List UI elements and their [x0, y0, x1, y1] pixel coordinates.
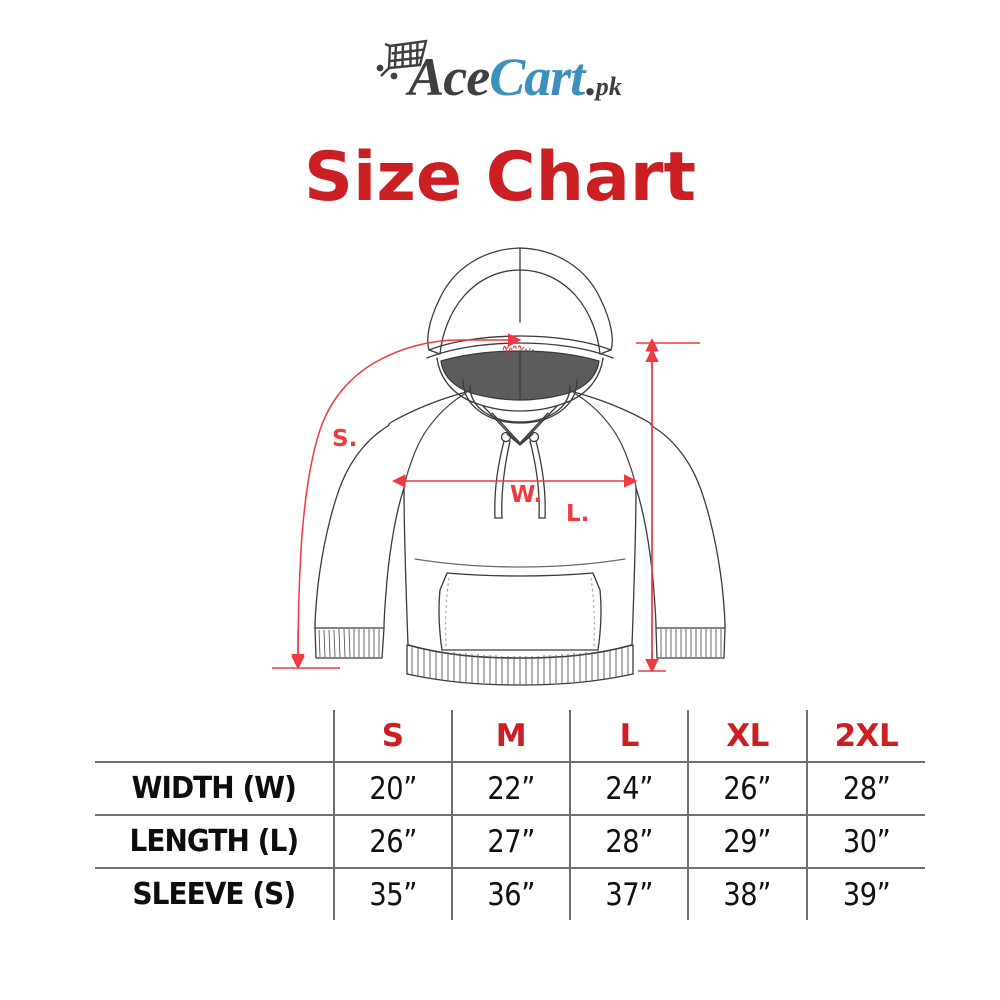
- cell-sleeve-s: 35”: [340, 868, 446, 920]
- cell-width-xl: 26”: [695, 762, 801, 816]
- table-row: SLEEVE (S) 35” 36” 37” 38” 39”: [95, 868, 925, 920]
- cell-length-m: 27”: [458, 815, 564, 869]
- cell-length-s: 26”: [340, 815, 446, 869]
- size-table-head: S M L XL 2XL: [95, 710, 925, 763]
- shoulder-right-top: [569, 390, 653, 427]
- drawstring-left-b: [501, 440, 511, 519]
- raglan-seam-left: [403, 392, 467, 489]
- placket-v: [482, 405, 558, 446]
- sleeve-right-outer: [651, 425, 726, 629]
- page-title: Size Chart: [304, 138, 696, 217]
- cell-width-2xl: 28”: [813, 762, 918, 816]
- sleeve-right-inner: [635, 487, 657, 629]
- pocket-top-line: [414, 558, 626, 568]
- placket-notch: [506, 433, 534, 446]
- cell-length-l: 28”: [577, 815, 683, 869]
- size-header-m: M: [451, 710, 572, 763]
- table-corner-cell: [95, 710, 335, 763]
- eyelet-left: [500, 431, 512, 443]
- placket-v-inner: [491, 412, 549, 444]
- brand-name-cart: Cart: [489, 47, 585, 107]
- cuff-left: [314, 627, 385, 659]
- drawstring-left-a: [494, 440, 505, 519]
- brand-logo: AceCart.pk: [0, 39, 1000, 112]
- table-row: WIDTH (W) 20” 22” 24” 26” 28”: [95, 762, 925, 816]
- sleeve-left-outer: [314, 425, 389, 629]
- kangaroo-pocket: [438, 572, 602, 651]
- rib-hem: [411, 647, 629, 685]
- brand-tld: pk: [595, 72, 622, 101]
- cell-sleeve-l: 37”: [577, 868, 683, 920]
- size-table: S M L XL 2XL WIDTH (W) 20” 22” 24” 26” 2…: [95, 710, 925, 920]
- row-label-width: WIDTH (W): [103, 762, 327, 816]
- table-header-row: S M L XL 2XL: [95, 710, 925, 763]
- pocket-stitch-right: [590, 577, 595, 647]
- hoodie-illustration: S. W. L.: [0, 230, 1000, 710]
- rib-texture: [318, 628, 722, 685]
- size-header-l: L: [570, 710, 690, 763]
- sleeve-label: S.: [332, 426, 357, 452]
- eyelet-right: [528, 431, 540, 443]
- sleeve-measure-line: [297, 339, 459, 667]
- hoodie-technical-drawing: S. W. L.: [272, 247, 726, 686]
- cell-length-2xl: 30”: [813, 815, 918, 869]
- collar-outer: [462, 379, 578, 424]
- body-side-left: [403, 487, 409, 646]
- size-table-container: S M L XL 2XL WIDTH (W) 20” 22” 24” 26” 2…: [95, 710, 925, 920]
- brand-logo-inner: AceCart.pk: [376, 39, 622, 112]
- rib-cuff-left: [318, 628, 380, 658]
- size-table-body: WIDTH (W) 20” 22” 24” 26” 28” LENGTH (L)…: [95, 762, 925, 920]
- pocket-stitch-left: [445, 577, 450, 647]
- cell-sleeve-m: 36”: [458, 868, 564, 920]
- size-header-xl: XL: [688, 710, 808, 763]
- size-header-2xl: 2XL: [806, 710, 925, 763]
- row-label-length: LENGTH (L): [103, 815, 327, 869]
- cell-sleeve-xl: 38”: [695, 868, 801, 920]
- shopping-cart-icon: [376, 39, 428, 80]
- table-row: LENGTH (L) 26” 27” 28” 29” 30”: [95, 815, 925, 869]
- brand-dot: .: [584, 54, 596, 105]
- cell-length-xl: 29”: [695, 815, 801, 869]
- size-header-s: S: [333, 710, 453, 763]
- body-side-right: [631, 487, 637, 646]
- length-label: L.: [566, 501, 589, 527]
- shoulder-left-top: [387, 390, 471, 427]
- cell-width-m: 22”: [458, 762, 564, 816]
- row-label-sleeve: SLEEVE (S): [103, 868, 327, 920]
- cell-width-s: 20”: [340, 762, 446, 816]
- rib-cuff-right: [660, 629, 722, 657]
- raglan-seam-right: [573, 392, 637, 489]
- width-label: W.: [510, 482, 542, 508]
- cell-width-l: 24”: [577, 762, 683, 816]
- collar-inner: [469, 385, 571, 423]
- cell-sleeve-2xl: 39”: [842, 876, 891, 913]
- sleeve-left-inner: [383, 487, 405, 629]
